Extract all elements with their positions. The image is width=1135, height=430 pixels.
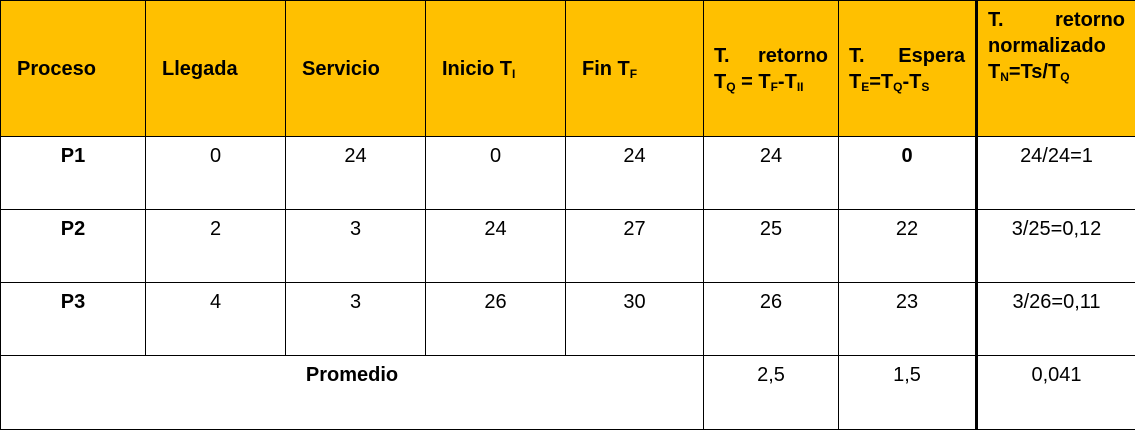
promedio-label: Promedio xyxy=(1,356,704,430)
cell-proceso: P3 xyxy=(1,283,146,356)
cell-fin: 24 xyxy=(566,137,704,210)
cell-fin: 27 xyxy=(566,210,704,283)
cell-inicio: 0 xyxy=(426,137,566,210)
cell-espera: 0 xyxy=(839,137,977,210)
header-fin-text: Fin T xyxy=(582,58,630,80)
promedio-espera: 1,5 xyxy=(839,356,977,430)
table-row: P1 0 24 0 24 24 0 24/24=1 xyxy=(1,137,1135,210)
header-servicio: Servicio xyxy=(286,1,426,137)
header-llegada: Llegada xyxy=(146,1,286,137)
formula-sub: II xyxy=(797,80,804,94)
cell-servicio: 24 xyxy=(286,137,426,210)
header-espera: T.Espera TE=TQ-TS xyxy=(839,1,977,137)
cell-espera: 22 xyxy=(839,210,977,283)
formula-part: -T xyxy=(778,71,797,93)
header-retorno: T. retorno TQ = TF-TII xyxy=(704,1,839,137)
header-normalizado-word2: retorno xyxy=(1055,7,1125,33)
formula-part: =Ts/T xyxy=(1009,61,1060,83)
header-inicio: Inicio TI xyxy=(426,1,566,137)
cell-llegada: 0 xyxy=(146,137,286,210)
cell-retorno: 26 xyxy=(704,283,839,356)
promedio-row: Promedio 2,5 1,5 0,041 xyxy=(1,356,1135,430)
header-normalizado-line1: T. retorno xyxy=(988,7,1125,33)
cell-retorno: 25 xyxy=(704,210,839,283)
formula-sub: Q xyxy=(726,80,735,94)
cell-normalizado: 3/26=0,11 xyxy=(977,283,1135,356)
header-espera-word1: T. xyxy=(849,43,865,69)
formula-part: -T xyxy=(902,71,921,93)
promedio-retorno: 2,5 xyxy=(704,356,839,430)
header-normalizado-word1: T. xyxy=(988,7,1004,33)
header-retorno-line1: T. retorno xyxy=(714,43,828,69)
cell-llegada: 2 xyxy=(146,210,286,283)
formula-part: T xyxy=(988,61,1000,83)
formula-part: =T xyxy=(869,71,893,93)
header-normalizado-line2: normalizado xyxy=(988,33,1125,59)
header-normalizado-formula: TN=Ts/TQ xyxy=(988,59,1125,85)
formula-sub: Q xyxy=(1060,70,1069,84)
header-fin: Fin TF xyxy=(566,1,704,137)
header-proceso: Proceso xyxy=(1,1,146,137)
formula-part: T xyxy=(849,71,861,93)
header-retorno-word1: T. xyxy=(714,43,730,69)
table-row: P3 4 3 26 30 26 23 3/26=0,11 xyxy=(1,283,1135,356)
header-row: Proceso Llegada Servicio Inicio TI Fin T… xyxy=(1,1,1135,137)
formula-part: T xyxy=(714,71,726,93)
formula-part: = T xyxy=(736,71,771,93)
header-fin-sub: F xyxy=(630,67,637,81)
header-espera-line1: T. Espera xyxy=(849,43,965,69)
cell-inicio: 26 xyxy=(426,283,566,356)
cell-retorno: 24 xyxy=(704,137,839,210)
header-inicio-text: Inicio T xyxy=(442,58,512,80)
cell-llegada: 4 xyxy=(146,283,286,356)
cell-proceso: P2 xyxy=(1,210,146,283)
header-inicio-sub: I xyxy=(512,67,515,81)
cell-inicio: 24 xyxy=(426,210,566,283)
formula-sub: F xyxy=(771,80,778,94)
cell-espera: 23 xyxy=(839,283,977,356)
header-espera-formula: TE=TQ-TS xyxy=(849,69,965,95)
cell-normalizado: 24/24=1 xyxy=(977,137,1135,210)
cell-servicio: 3 xyxy=(286,283,426,356)
header-retorno-formula: TQ = TF-TII xyxy=(714,69,828,95)
formula-sub: S xyxy=(921,80,929,94)
cell-fin: 30 xyxy=(566,283,704,356)
header-normalizado: T. retorno normalizado TN=Ts/TQ xyxy=(977,1,1135,137)
formula-sub: N xyxy=(1000,70,1009,84)
cell-normalizado: 3/25=0,12 xyxy=(977,210,1135,283)
header-retorno-word2: retorno xyxy=(758,43,828,69)
table-row: P2 2 3 24 27 25 22 3/25=0,12 xyxy=(1,210,1135,283)
cell-servicio: 3 xyxy=(286,210,426,283)
promedio-normalizado: 0,041 xyxy=(977,356,1135,430)
cell-proceso: P1 xyxy=(1,137,146,210)
header-espera-word2: Espera xyxy=(898,43,965,69)
